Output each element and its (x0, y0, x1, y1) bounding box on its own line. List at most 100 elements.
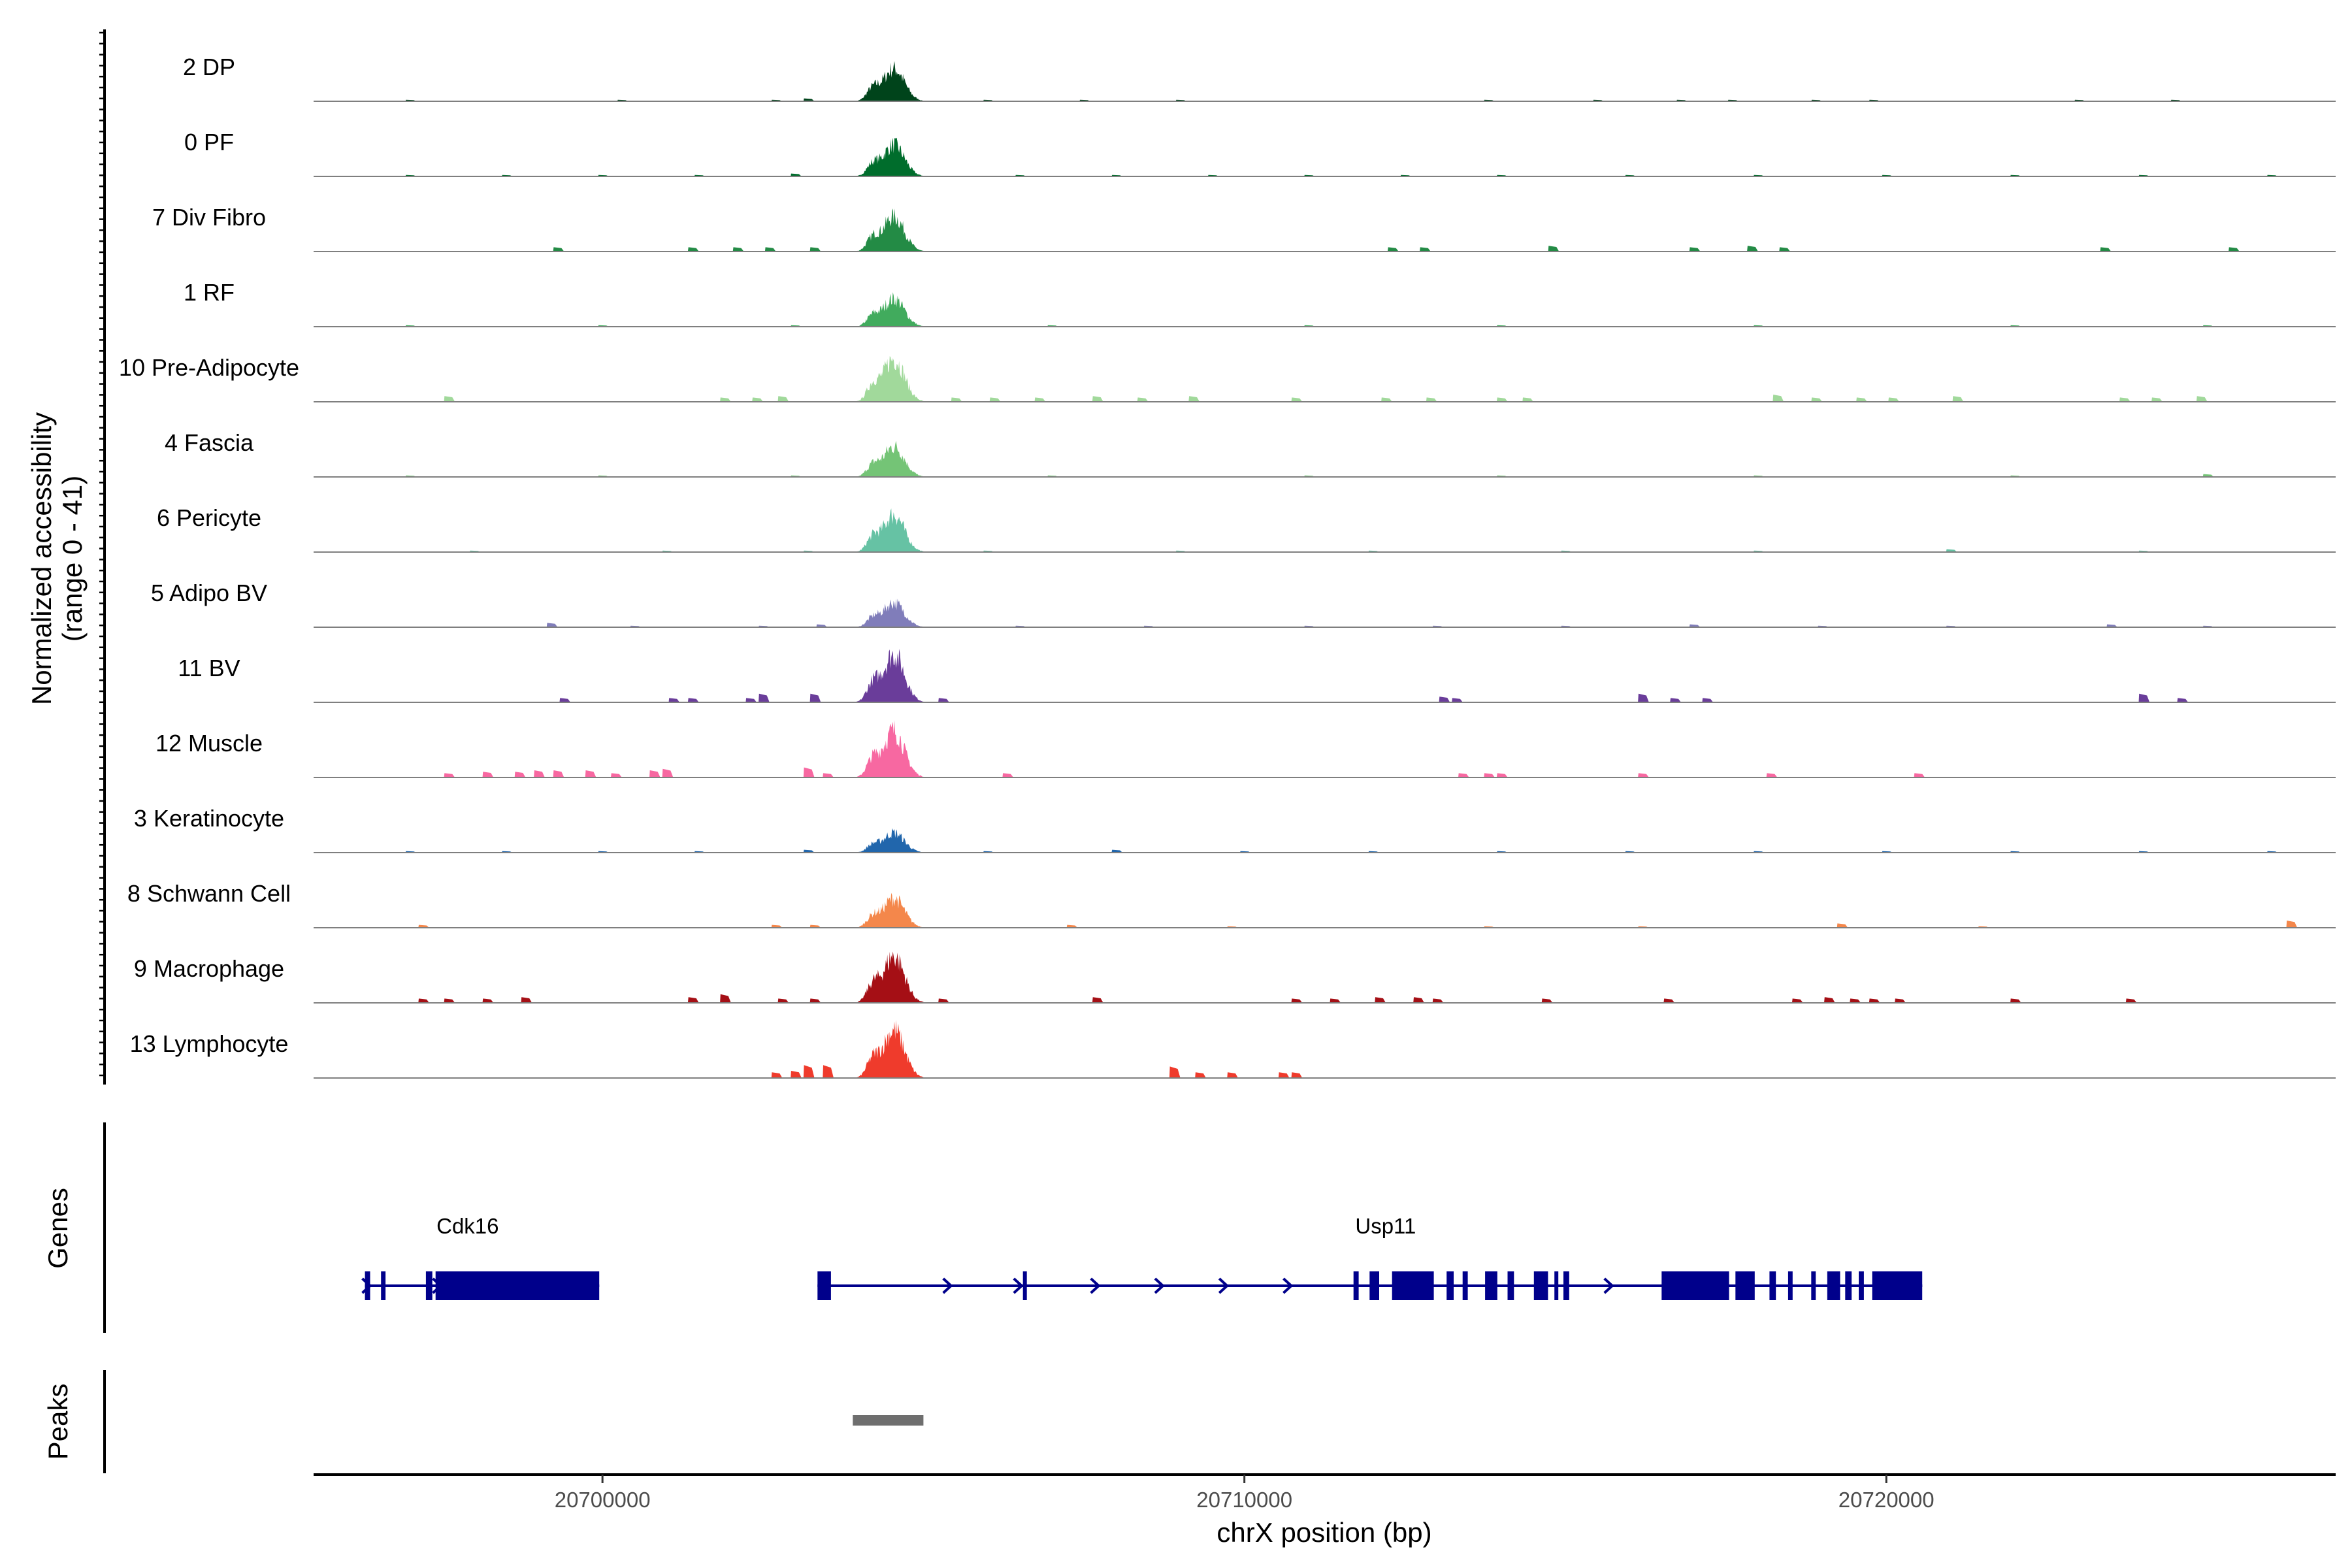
minor-signal (1188, 396, 1200, 402)
main-peak-area (853, 649, 924, 702)
minor-signal (1002, 773, 1014, 777)
exon-block (1811, 1271, 1816, 1300)
minor-signal (1420, 247, 1431, 252)
minor-signal (482, 998, 494, 1003)
minor-signal (1702, 698, 1714, 702)
main-peak-area (853, 208, 924, 252)
minor-signal (1137, 397, 1149, 402)
minor-signal (803, 98, 815, 101)
minor-signal (1066, 924, 1078, 928)
minor-signal (2138, 693, 2150, 702)
minor-signal (823, 1065, 834, 1078)
minor-signal (1387, 247, 1399, 252)
exon-block (1022, 1271, 1027, 1300)
minor-signal (764, 247, 776, 252)
main-peak-area (853, 508, 924, 552)
minor-signal (1496, 397, 1508, 402)
main-peak-area (853, 1020, 924, 1078)
minor-signal (1413, 997, 1424, 1003)
minor-signal (771, 924, 783, 928)
exon-block (1563, 1271, 1569, 1300)
minor-signal (777, 396, 789, 402)
exon-block (435, 1271, 600, 1300)
minor-signal (1772, 395, 1784, 402)
track-label: 0 PF (184, 129, 234, 155)
track-11: 3 Keratinocyte (134, 805, 2336, 853)
main-peak-area (853, 292, 924, 327)
minor-signal (1092, 997, 1103, 1003)
minor-signal (1548, 246, 1560, 252)
main-peak-area (853, 598, 924, 627)
minor-signal (1811, 397, 1823, 402)
minor-signal (1432, 998, 1444, 1003)
track-1: 2 DP (183, 54, 2336, 102)
minor-signal (514, 772, 526, 777)
minor-signal (1869, 998, 1880, 1003)
exon-block (1872, 1271, 1923, 1300)
minor-signal (752, 397, 763, 402)
track-4: 1 RF (184, 279, 2336, 327)
minor-signal (687, 698, 699, 702)
exon-block (1769, 1271, 1776, 1300)
track-7: 6 Pericyte (157, 504, 2336, 553)
minor-signal (1092, 396, 1103, 402)
strand-arrow (1013, 1277, 1024, 1294)
track-label: 8 Schwann Cell (127, 880, 291, 907)
gene-label: Cdk16 (436, 1214, 498, 1238)
minor-signal (546, 623, 558, 627)
minor-signal (1791, 998, 1803, 1003)
track-8: 5 Adipo BV (151, 580, 2336, 628)
minor-signal (1670, 698, 1681, 702)
minor-signal (989, 397, 1001, 402)
minor-signal (1824, 997, 1835, 1003)
minor-signal (809, 247, 821, 252)
minor-signal (1169, 1066, 1181, 1078)
strand-arrow (1603, 1277, 1614, 1294)
minor-signal (777, 998, 789, 1003)
track-12: 8 Schwann Cell (127, 880, 2336, 928)
minor-signal (1278, 1072, 1290, 1078)
minor-signal (649, 770, 661, 777)
y-axis-range: (range 0 - 41) (57, 476, 88, 642)
peak-region (853, 1415, 924, 1426)
minor-signal (803, 1065, 815, 1078)
track-label: 10 Pre-Adipocyte (119, 354, 299, 381)
minor-signal (2229, 247, 2240, 252)
minor-signal (1747, 246, 1758, 252)
x-axis-title: chrX position (bp) (1217, 1517, 1431, 1548)
track-3: 7 Div Fibro (152, 204, 2336, 252)
minor-signal (2151, 397, 2163, 402)
track-label: 4 Fascia (165, 429, 254, 456)
exon-block (1462, 1271, 1468, 1300)
minor-signal (809, 924, 821, 928)
exon-block (1446, 1271, 1454, 1300)
minor-signal (553, 247, 564, 252)
minor-signal (2202, 474, 2214, 477)
strand-arrow (1154, 1277, 1165, 1294)
minor-signal (2010, 998, 2021, 1003)
minor-signal (732, 247, 744, 252)
minor-signal (1291, 1072, 1303, 1078)
peak-annotations (853, 1415, 924, 1426)
minor-signal (809, 693, 821, 702)
minor-signal (611, 773, 622, 777)
minor-signal (687, 997, 699, 1003)
minor-signal (1914, 773, 1925, 777)
minor-signal (2286, 921, 2298, 928)
peaks-panel-title: Peaks (42, 1384, 73, 1460)
minor-signal (1426, 397, 1437, 402)
x-tick-label: 20720000 (1838, 1488, 1935, 1512)
minor-signal (1381, 397, 1392, 402)
minor-signal (1375, 997, 1386, 1003)
exon-block (1554, 1271, 1559, 1300)
minor-signal (771, 1072, 783, 1078)
exon-block (817, 1271, 831, 1300)
genes-panel-title: Genes (42, 1188, 73, 1269)
main-peak-area (853, 951, 924, 1003)
track-14: 13 Lymphocyte (130, 1020, 2336, 1079)
minor-signal (2106, 624, 2118, 627)
strand-arrow (1090, 1277, 1101, 1294)
minor-signal (720, 994, 731, 1003)
track-label: 7 Div Fibro (152, 204, 266, 231)
